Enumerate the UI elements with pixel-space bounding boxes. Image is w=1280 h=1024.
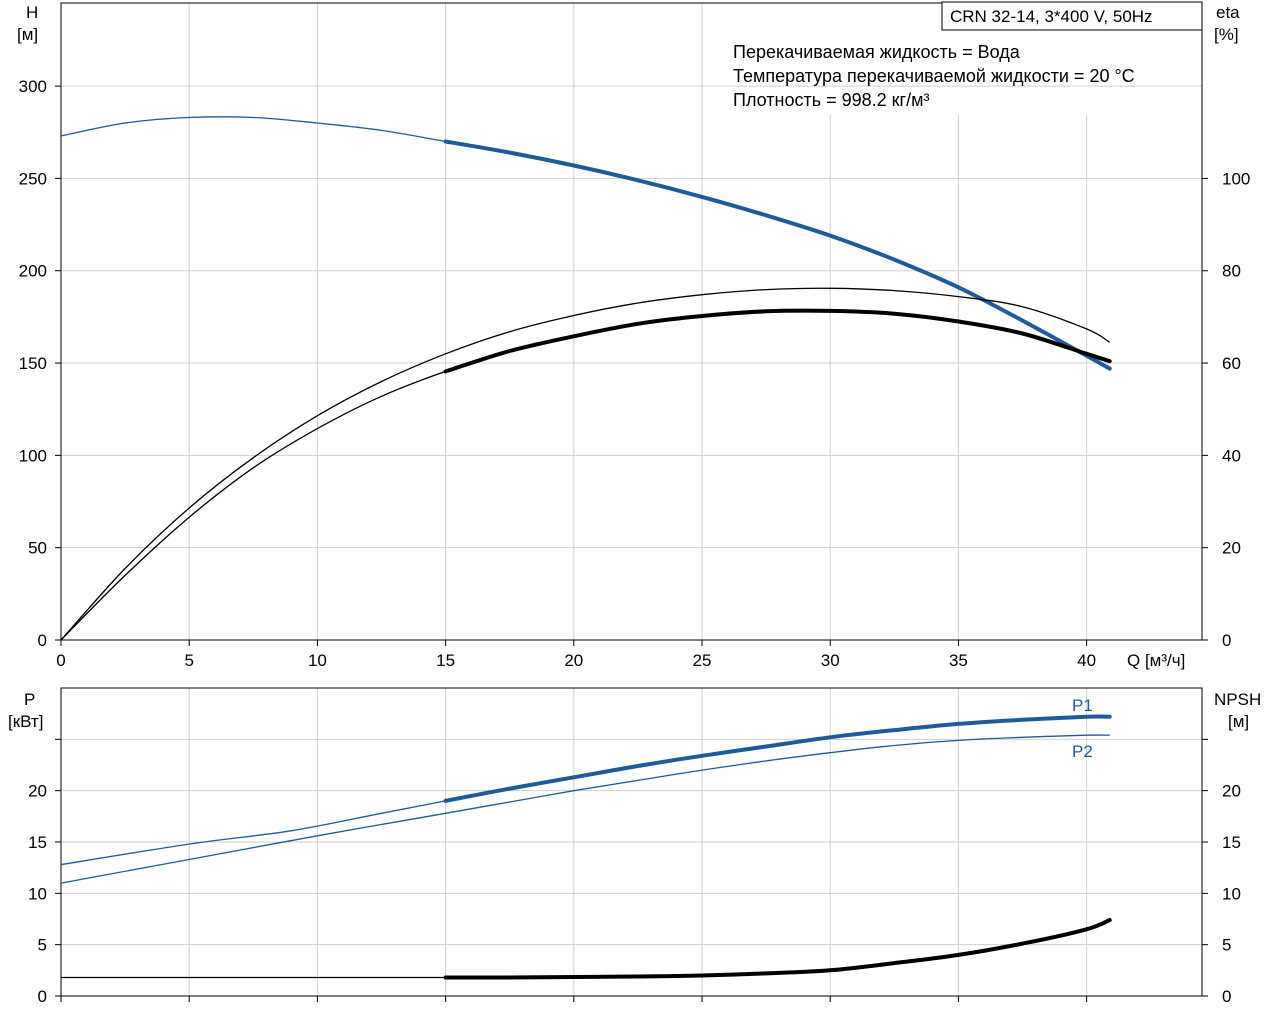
x-tick-label: 35 <box>949 651 968 670</box>
npsh-axis-unit: [м] <box>1228 712 1249 731</box>
annotation-density: Плотность = 998.2 кг/м³ <box>733 90 929 110</box>
y-left-tick-label: 10 <box>28 884 47 903</box>
y-right-tick-label: 60 <box>1222 354 1241 373</box>
x-tick-label: 10 <box>308 651 327 670</box>
series-0-0-duty-range <box>443 139 1112 371</box>
grid <box>61 3 1202 996</box>
y-right-tick-label: 100 <box>1222 169 1250 188</box>
plot-frames <box>55 2 1208 1002</box>
series-1-2-duty-range <box>443 918 1112 980</box>
y-left-tick-label: 50 <box>28 539 47 558</box>
y-left-tick-label: 0 <box>38 631 47 650</box>
y-right-tick-label: 20 <box>1222 539 1241 558</box>
p2-series-label: P2 <box>1072 742 1093 761</box>
annotation-temperature: Температура перекачиваемой жидкости = 20… <box>733 66 1135 86</box>
y-right-tick-label: 80 <box>1222 262 1241 281</box>
y-left-tick-label: 300 <box>19 77 47 96</box>
p-axis-unit: [кВт] <box>8 712 43 731</box>
x-axis-label: Q [м³/ч] <box>1127 651 1185 670</box>
annotation-fluid: Перекачиваемая жидкость = Вода <box>733 42 1021 62</box>
series-layer <box>60 116 1112 980</box>
series-1-2-line <box>61 919 1110 979</box>
x-tick-label: 30 <box>821 651 840 670</box>
eta-axis-symbol: eta <box>1216 3 1240 22</box>
y-right-tick-label: 40 <box>1222 446 1241 465</box>
series-0-1-line <box>60 287 1111 641</box>
p1-series-label: P1 <box>1072 696 1093 715</box>
y-left-tick-label: 0 <box>38 987 47 1006</box>
x-tick-label: 5 <box>184 651 193 670</box>
series-0-0-line <box>60 116 1111 370</box>
chart-title: CRN 32-14, 3*400 V, 50Hz <box>950 7 1153 26</box>
x-tick-label: 40 <box>1077 651 1096 670</box>
npsh-axis-symbol: NPSH <box>1214 690 1261 709</box>
y-right-tick-label: 20 <box>1222 782 1241 801</box>
y-left-tick-label: 5 <box>38 936 47 955</box>
y-right-tick-label: 0 <box>1222 631 1231 650</box>
y-left-tick-label: 15 <box>28 833 47 852</box>
x-tick-label: 15 <box>436 651 455 670</box>
p-axis-symbol: P <box>24 690 35 709</box>
series-1-1-line <box>60 734 1110 884</box>
y-left-tick-label: 100 <box>19 446 47 465</box>
x-tick-label: 0 <box>56 651 65 670</box>
series-0-2-line <box>60 309 1110 641</box>
y-left-tick-label: 250 <box>19 169 47 188</box>
y-left-tick-label: 20 <box>28 782 47 801</box>
series-1-0-duty-range <box>443 714 1112 803</box>
y-right-tick-label: 15 <box>1222 833 1241 852</box>
title-box <box>941 1 1203 31</box>
series-0-2-duty-range <box>443 308 1112 374</box>
x-tick-label: 20 <box>564 651 583 670</box>
y-right-tick-label: 10 <box>1222 884 1241 903</box>
x-tick-label: 25 <box>693 651 712 670</box>
h-axis-unit: [м] <box>17 25 38 44</box>
y-right-tick-label: 0 <box>1222 987 1231 1006</box>
y-left-tick-label: 200 <box>19 262 47 281</box>
h-axis-symbol: H <box>26 3 38 22</box>
y-left-tick-label: 150 <box>19 354 47 373</box>
plot-frame <box>60 2 1203 641</box>
y-right-tick-label: 5 <box>1222 936 1231 955</box>
eta-axis-unit: [%] <box>1214 25 1239 44</box>
